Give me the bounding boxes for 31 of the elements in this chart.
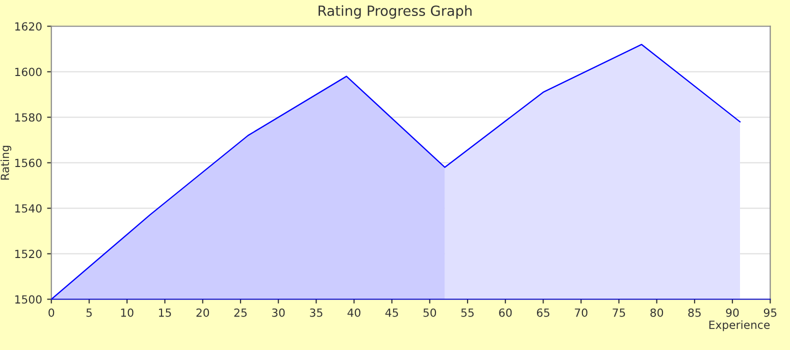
chart-title: Rating Progress Graph xyxy=(318,5,472,19)
x-tick-label: 75 xyxy=(612,308,625,317)
y-tick-label: 1540 xyxy=(15,204,42,213)
x-tick-label: 90 xyxy=(726,308,739,317)
x-tick-label: 45 xyxy=(385,308,398,317)
x-tick-label: 10 xyxy=(121,308,134,317)
x-tick-label: 80 xyxy=(650,308,664,317)
x-tick-label: 85 xyxy=(688,308,701,317)
y-axis-title: Rating xyxy=(0,146,12,180)
x-tick-label: 0 xyxy=(48,308,54,317)
line-series xyxy=(51,44,741,300)
x-tick-label: 15 xyxy=(159,308,171,317)
y-tick-label: 1580 xyxy=(15,113,42,122)
x-tick-label: 65 xyxy=(536,308,550,317)
x-tick-label: 55 xyxy=(461,308,474,317)
y-tick-label: 1560 xyxy=(15,158,42,168)
x-tick-label: 50 xyxy=(424,308,436,317)
y-tick-label: 1520 xyxy=(15,250,42,258)
y-tick-label: 1500 xyxy=(15,295,42,304)
y-tick-label: 1600 xyxy=(15,68,42,76)
x-tick-label: 20 xyxy=(196,308,210,317)
x-axis-title: Experience xyxy=(709,320,770,332)
x-tick-label: 40 xyxy=(348,308,360,317)
x-tick-label: 95 xyxy=(764,308,776,317)
x-tick-label: 70 xyxy=(574,308,588,317)
x-tick-label: 5 xyxy=(86,308,92,317)
x-tick-label: 60 xyxy=(499,308,512,317)
x-tick-label: 25 xyxy=(234,308,247,317)
x-tick-label: 35 xyxy=(310,308,322,317)
y-tick-label: 1620 xyxy=(15,22,42,31)
x-tick-label: 30 xyxy=(272,308,285,317)
